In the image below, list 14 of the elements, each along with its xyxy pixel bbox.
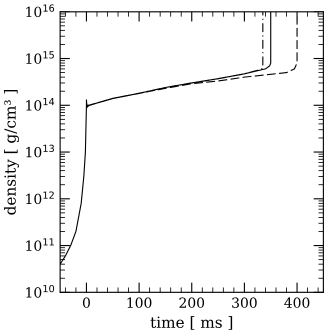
x-tick-label: 300 xyxy=(232,297,257,308)
y-tick-label: 10$^{10}$ xyxy=(26,284,54,298)
x-tick-label: 0 xyxy=(82,297,90,308)
x-tick-label: 400 xyxy=(284,297,310,308)
x-tick-label: 100 xyxy=(128,297,152,308)
y-tick-label: 10$^{14}$ xyxy=(26,98,54,111)
x-tick-label: 200 xyxy=(179,297,204,308)
y-axis-title: density [ g/cm³ ] xyxy=(4,90,20,215)
y-tick-label: 10$^{13}$ xyxy=(26,144,54,158)
y-tick-label: 10$^{11}$ xyxy=(26,238,54,251)
y-tick-label: 10$^{16}$ xyxy=(26,4,54,18)
y-tick-label: 10$^{15}$ xyxy=(26,51,54,64)
y-tick-label: 10$^{12}$ xyxy=(26,191,54,204)
x-axis-title: time [ ms ] xyxy=(150,316,232,330)
